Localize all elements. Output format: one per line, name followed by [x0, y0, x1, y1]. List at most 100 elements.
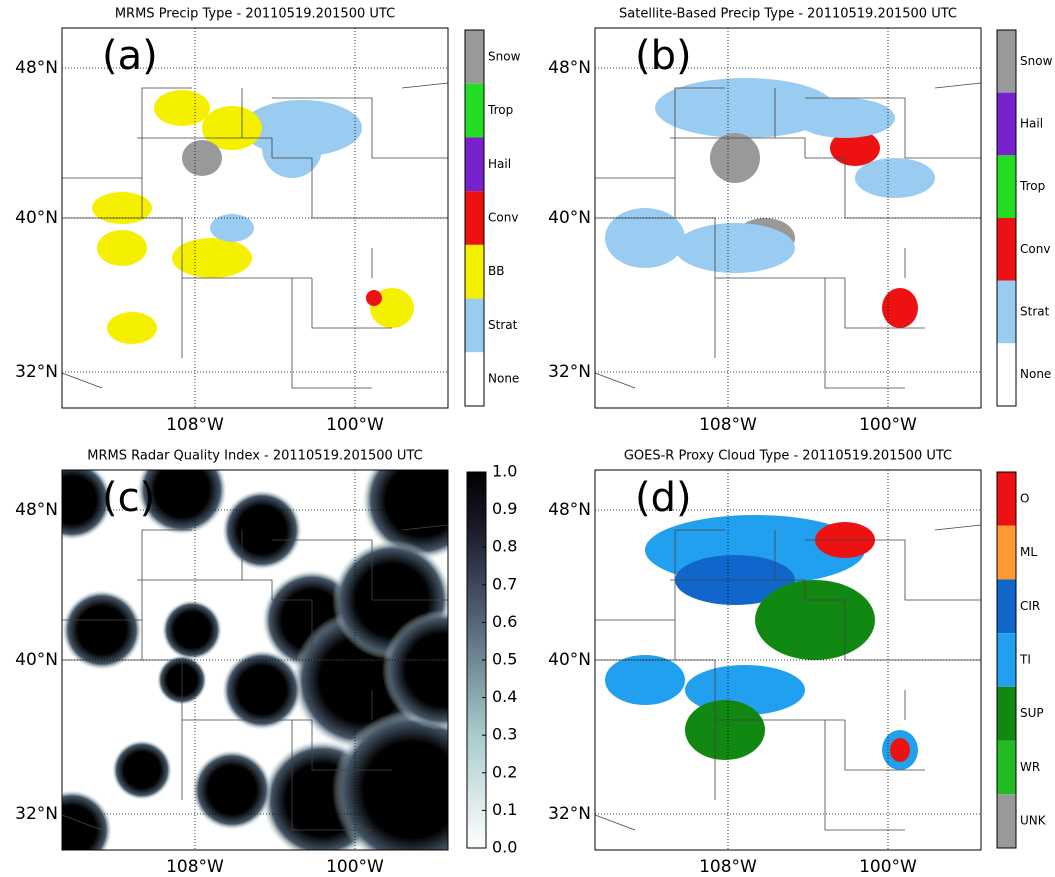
precip-area [890, 738, 910, 762]
longitude-label: 108°W [699, 857, 757, 877]
state-boundaries [594, 524, 982, 831]
colorbar-label: 0.1 [492, 800, 517, 819]
precip-area [882, 288, 918, 328]
precip-area [210, 214, 254, 242]
colorbar-segment [997, 343, 1016, 406]
panel-label: (c) [102, 475, 155, 521]
colorbar-segment [997, 579, 1016, 634]
colorbar-segment [997, 472, 1016, 526]
radar-coverage [162, 600, 222, 660]
radar-coverage [382, 610, 448, 730]
latitude-label: 40°N [548, 208, 591, 228]
colorbar-label: 0.6 [492, 612, 517, 631]
colorbar-segment [997, 155, 1016, 218]
longitude-label: 100°W [326, 857, 384, 877]
colorbar-label: Hail [488, 157, 511, 171]
colorbar-label: 0.4 [492, 687, 517, 706]
latitude-label: 40°N [15, 208, 58, 228]
colorbar-label: 0.2 [492, 762, 517, 781]
latitude-label: 40°N [548, 650, 591, 670]
precip-area [92, 192, 152, 224]
latitude-label: 48°N [548, 500, 591, 520]
latitude-label: 32°N [548, 804, 591, 824]
colorbar-label: WR [1020, 760, 1040, 774]
colorbar-label: ML [1020, 545, 1037, 559]
colorbar-segment [465, 30, 484, 84]
colorbar-label: TI [1019, 653, 1031, 667]
panel-label: (d) [635, 475, 692, 521]
colorbar-segment [465, 137, 484, 192]
precip-area [172, 238, 252, 278]
precip-area [755, 580, 875, 660]
colorbar-segment [997, 633, 1016, 687]
radar-coverage [62, 470, 112, 540]
map: (d) [594, 469, 982, 851]
longitude-label: 100°W [326, 415, 384, 435]
colorbar-label: Snow [488, 49, 521, 63]
longitude-label: 108°W [699, 415, 757, 435]
latitude-label: 48°N [15, 500, 58, 520]
colorbar-segment [997, 794, 1016, 848]
colorbar-segment [465, 244, 484, 299]
colorbar-gradient [467, 472, 486, 848]
map-frame [594, 27, 982, 409]
precip-area [830, 130, 880, 166]
panel: GOES-R Proxy Cloud Type - 20110519.20150… [548, 449, 1047, 877]
precip-area [685, 700, 765, 760]
colorbar-label: Conv [1020, 242, 1050, 256]
colorbar-label: SUP [1020, 706, 1044, 720]
precip-area [97, 230, 147, 266]
colorbar-label: 0.8 [492, 537, 517, 556]
precip-area [605, 655, 685, 705]
panel-title: Satellite-Based Precip Type - 20110519.2… [619, 7, 957, 22]
colorbar-label: Snow [1020, 54, 1053, 68]
colorbar-label: 1.0 [492, 462, 517, 481]
colorbar-label: BB [488, 264, 504, 278]
map: (b) [594, 27, 982, 409]
colorbar-label: 0.7 [492, 574, 517, 593]
colorbar-segment [997, 218, 1016, 281]
colorbar-frame [466, 471, 487, 849]
colorbar-label: 0.5 [492, 650, 517, 669]
colorbar-segment [997, 686, 1016, 741]
radar-coverage [362, 470, 448, 560]
radar-coverage [192, 750, 272, 830]
radar-coverage [222, 650, 302, 730]
panel: MRMS Radar Quality Index - 20110519.2015… [15, 449, 517, 877]
colorbar-label: O [1020, 491, 1029, 505]
colorbar-frame [996, 29, 1017, 407]
radar-coverage [62, 790, 112, 850]
precip-area [855, 158, 935, 198]
latitude-label: 48°N [548, 58, 591, 78]
colorbar-frame [464, 29, 485, 407]
latitude-label: 32°N [15, 362, 58, 382]
colorbar-segment [465, 83, 484, 138]
colorbar-label: Trop [1019, 179, 1045, 193]
colorbar-label: None [488, 372, 519, 386]
longitude-label: 100°W [859, 857, 917, 877]
precip-area [795, 98, 895, 138]
state-boundaries [594, 82, 982, 389]
colorbar-label: Hail [1020, 117, 1043, 131]
radar-coverage [222, 490, 302, 570]
colorbar-segment [997, 525, 1016, 580]
radar-coverage [137, 470, 227, 535]
panel-label: (a) [102, 33, 158, 79]
longitude-label: 100°W [859, 415, 917, 435]
state-boundaries [61, 82, 449, 389]
latitude-label: 48°N [15, 58, 58, 78]
colorbar-segment [465, 191, 484, 245]
colorbar-label: CIR [1020, 599, 1040, 613]
panel: Satellite-Based Precip Type - 20110519.2… [548, 7, 1052, 436]
longitude-label: 108°W [166, 415, 224, 435]
panel: MRMS Precip Type - 20110519.201500 UTC (a… [15, 7, 520, 436]
precip-area [655, 78, 835, 138]
colorbar-segment [997, 280, 1016, 344]
colorbar-label: 0.0 [492, 838, 517, 857]
panel-title: MRMS Precip Type - 20110519.201500 UTC [115, 7, 395, 22]
colorbar-segment [997, 30, 1016, 93]
precip-area [202, 106, 262, 150]
precip-area [107, 312, 157, 344]
colorbar-label: Conv [488, 211, 518, 225]
